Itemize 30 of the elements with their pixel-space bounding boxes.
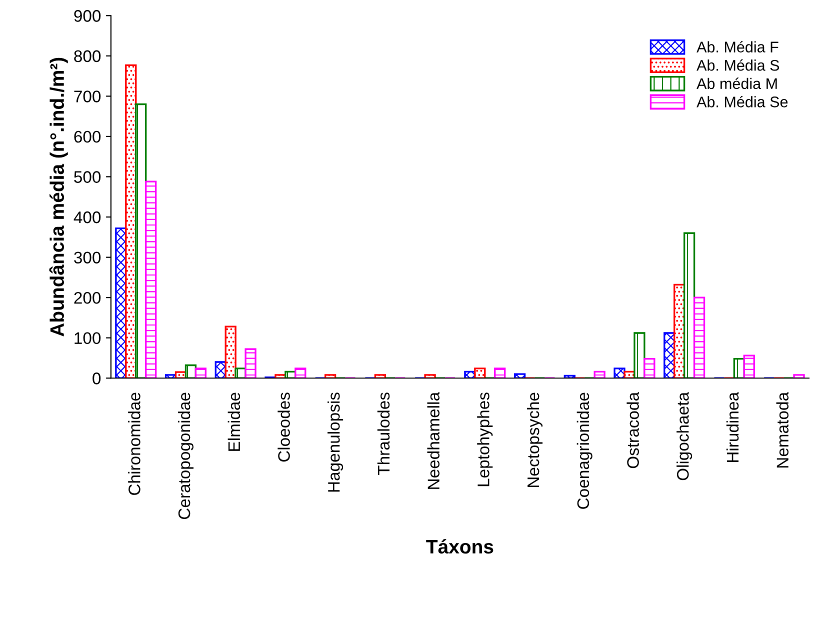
x-tick-label: Elmidae (228, 392, 240, 451)
y-axis-title: Abundância média (n°.ind./m²) (49, 58, 68, 336)
legend-label: Ab. Média Se (696, 96, 788, 108)
x-tick-label: Hirudinea (726, 392, 739, 462)
y-tick-label: 200 (74, 292, 101, 304)
x-tick-label: Coenagrionidae (576, 392, 592, 509)
x-tick-label: Nectopsyche (526, 392, 543, 487)
x-tick-label: Ostracoda (626, 392, 639, 468)
y-tick-label: 400 (74, 211, 101, 224)
x-tick-label: Leptohyphes (477, 392, 493, 486)
y-tick-label: 0 (92, 372, 101, 384)
x-axis-title: Táxons (426, 539, 494, 554)
y-tick-label: 600 (74, 130, 101, 143)
legend-label: Ab média M (696, 78, 777, 90)
x-tick-label: Thraulodes (377, 392, 390, 476)
y-tick-label: 900 (74, 10, 101, 22)
x-tick-label: Hagenulopsis (328, 392, 344, 492)
y-tick-label: 700 (74, 90, 101, 102)
y-tick-label: 300 (74, 252, 101, 264)
y-tick-label: 800 (74, 50, 101, 62)
x-tick-label: Needhamella (427, 392, 440, 489)
y-tick-label: 500 (74, 171, 101, 183)
x-tick-label: Cloeodes (278, 392, 290, 462)
x-tick-label: Nematoda (776, 392, 789, 468)
legend-label: Ab. Média S (696, 59, 780, 71)
x-tick-label: Ceratopogonidae (178, 392, 194, 520)
y-tick-label: 100 (74, 332, 101, 344)
x-tick-label: Chironomidae (128, 392, 140, 495)
x-tick-label: Oligochaeta (676, 392, 692, 480)
legend-label: Ab. Média F (696, 41, 778, 52)
